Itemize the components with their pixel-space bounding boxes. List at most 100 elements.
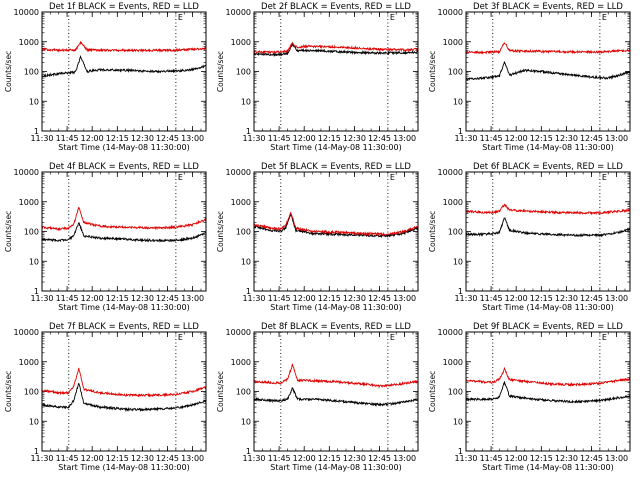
x-tick-label: 13:00 [605,454,628,463]
x-tick-label: 11:45 [268,454,291,463]
series-line-2 [466,366,630,387]
series-line-2 [42,207,206,232]
y-axis-label: Counts/sec [428,371,437,412]
y-tick-label: 100 [236,228,251,237]
series-line-1 [254,41,418,57]
plot-frame [41,331,207,452]
x-tick-label: 12:15 [530,134,553,143]
x-tick-label: 11:45 [480,134,503,143]
plot-frame [253,331,419,452]
x-tick-label: 12:30 [343,294,366,303]
series-line-1 [466,381,630,404]
x-axis-label: Start Time (14-May-08 11:30:00) [58,143,189,152]
x-tick-label: 12:45 [580,134,603,143]
y-axis-label: Counts/sec [428,51,437,92]
y-tick-label: 1000 [19,198,39,207]
x-tick-label: 13:00 [605,134,628,143]
x-tick-label: 12:00 [505,454,528,463]
y-tick-label: 10000 [438,328,463,337]
x-tick-label: 11:45 [56,294,79,303]
y-tick-label: 10 [241,257,251,266]
time-marker-label: E [178,13,183,22]
x-tick-label: 12:15 [106,134,129,143]
x-tick-label: 11:45 [480,454,503,463]
plot-frame [253,171,419,292]
x-tick-label: 11:45 [268,134,291,143]
y-tick-label: 1000 [19,38,39,47]
x-tick-label: 11:30 [30,454,53,463]
x-tick-label: 11:30 [30,294,53,303]
series-group [42,367,206,413]
chart-title: Det 9f BLACK = Events, RED = LLD [473,322,623,332]
y-tick-label: 1000 [231,38,251,47]
chart-panel-1: Det 1f BLACK = Events, RED = LLD 1 10 100 10… [4,2,207,152]
y-tick-label: 10 [453,417,463,426]
plot-frame [465,331,631,452]
x-tick-label: 12:15 [318,454,341,463]
series-line-1 [254,387,418,407]
x-tick-label: 11:30 [454,454,477,463]
y-tick-label: 10000 [14,328,39,337]
x-tick-label: 12:15 [318,134,341,143]
x-tick-label: 13:00 [605,294,628,303]
y-tick-label: 1000 [19,358,39,367]
y-axis-label: Counts/sec [428,211,437,252]
y-tick-label: 1 [246,447,251,456]
x-tick-label: 11:30 [242,294,265,303]
x-tick-label: 12:00 [81,134,104,143]
time-marker-label: E [602,333,607,342]
series-line-2 [254,211,418,237]
series-line-1 [466,61,630,81]
y-tick-label: 100 [236,68,251,77]
y-tick-label: 100 [24,68,39,77]
chart-panel-8: Det 8f BLACK = Events, RED = LLD 1 10 100 10… [216,322,419,472]
series-group [466,42,630,81]
time-marker-label: E [178,333,183,342]
series-line-2 [42,41,206,54]
y-tick-label: 10 [241,417,251,426]
x-tick-label: 12:15 [530,454,553,463]
x-tick-label: 12:00 [293,134,316,143]
x-axis-label: Start Time (14-May-08 11:30:00) [482,143,613,152]
chart-panel-6: Det 6f BLACK = Events, RED = LLD 1 10 100 10… [428,162,631,312]
plot-frame [465,11,631,132]
x-tick-label: 12:15 [106,454,129,463]
x-tick-label: 12:45 [580,454,603,463]
series-line-1 [42,54,206,78]
series-group [254,211,418,239]
y-tick-label: 100 [24,388,39,397]
chart-panel-2: Det 2f BLACK = Events, RED = LLD 1 10 100 10… [216,2,419,152]
series-group [254,41,418,57]
time-marker-label: E [390,13,395,22]
x-axis-label: Start Time (14-May-08 11:30:00) [270,303,401,312]
x-axis-label: Start Time (14-May-08 11:30:00) [58,463,189,472]
x-tick-label: 12:15 [318,294,341,303]
y-axis-label: Counts/sec [216,371,225,412]
x-tick-label: 12:00 [505,134,528,143]
series-line-2 [466,203,630,216]
time-marker-label: E [602,13,607,22]
x-tick-label: 12:00 [293,454,316,463]
x-tick-label: 12:30 [131,134,154,143]
y-tick-label: 10 [29,97,39,106]
series-group [42,41,206,78]
y-tick-label: 100 [448,388,463,397]
x-tick-label: 13:00 [393,294,416,303]
chart-panel-5: Det 5f BLACK = Events, RED = LLD 1 10 100 10… [216,162,419,312]
plot-frame [41,171,207,292]
x-tick-label: 12:30 [343,134,366,143]
y-tick-label: 100 [448,228,463,237]
plot-frame [41,11,207,132]
series-group [466,203,630,238]
x-tick-label: 12:45 [156,454,179,463]
x-tick-label: 12:15 [106,294,129,303]
y-axis-label: Counts/sec [4,51,13,92]
time-marker-label: E [178,173,183,182]
x-axis-label: Start Time (14-May-08 11:30:00) [482,463,613,472]
x-tick-label: 11:30 [30,134,53,143]
y-axis-label: Counts/sec [216,51,225,92]
chart-title: Det 3f BLACK = Events, RED = LLD [473,2,623,12]
x-tick-label: 12:45 [368,134,391,143]
x-tick-label: 12:45 [368,454,391,463]
